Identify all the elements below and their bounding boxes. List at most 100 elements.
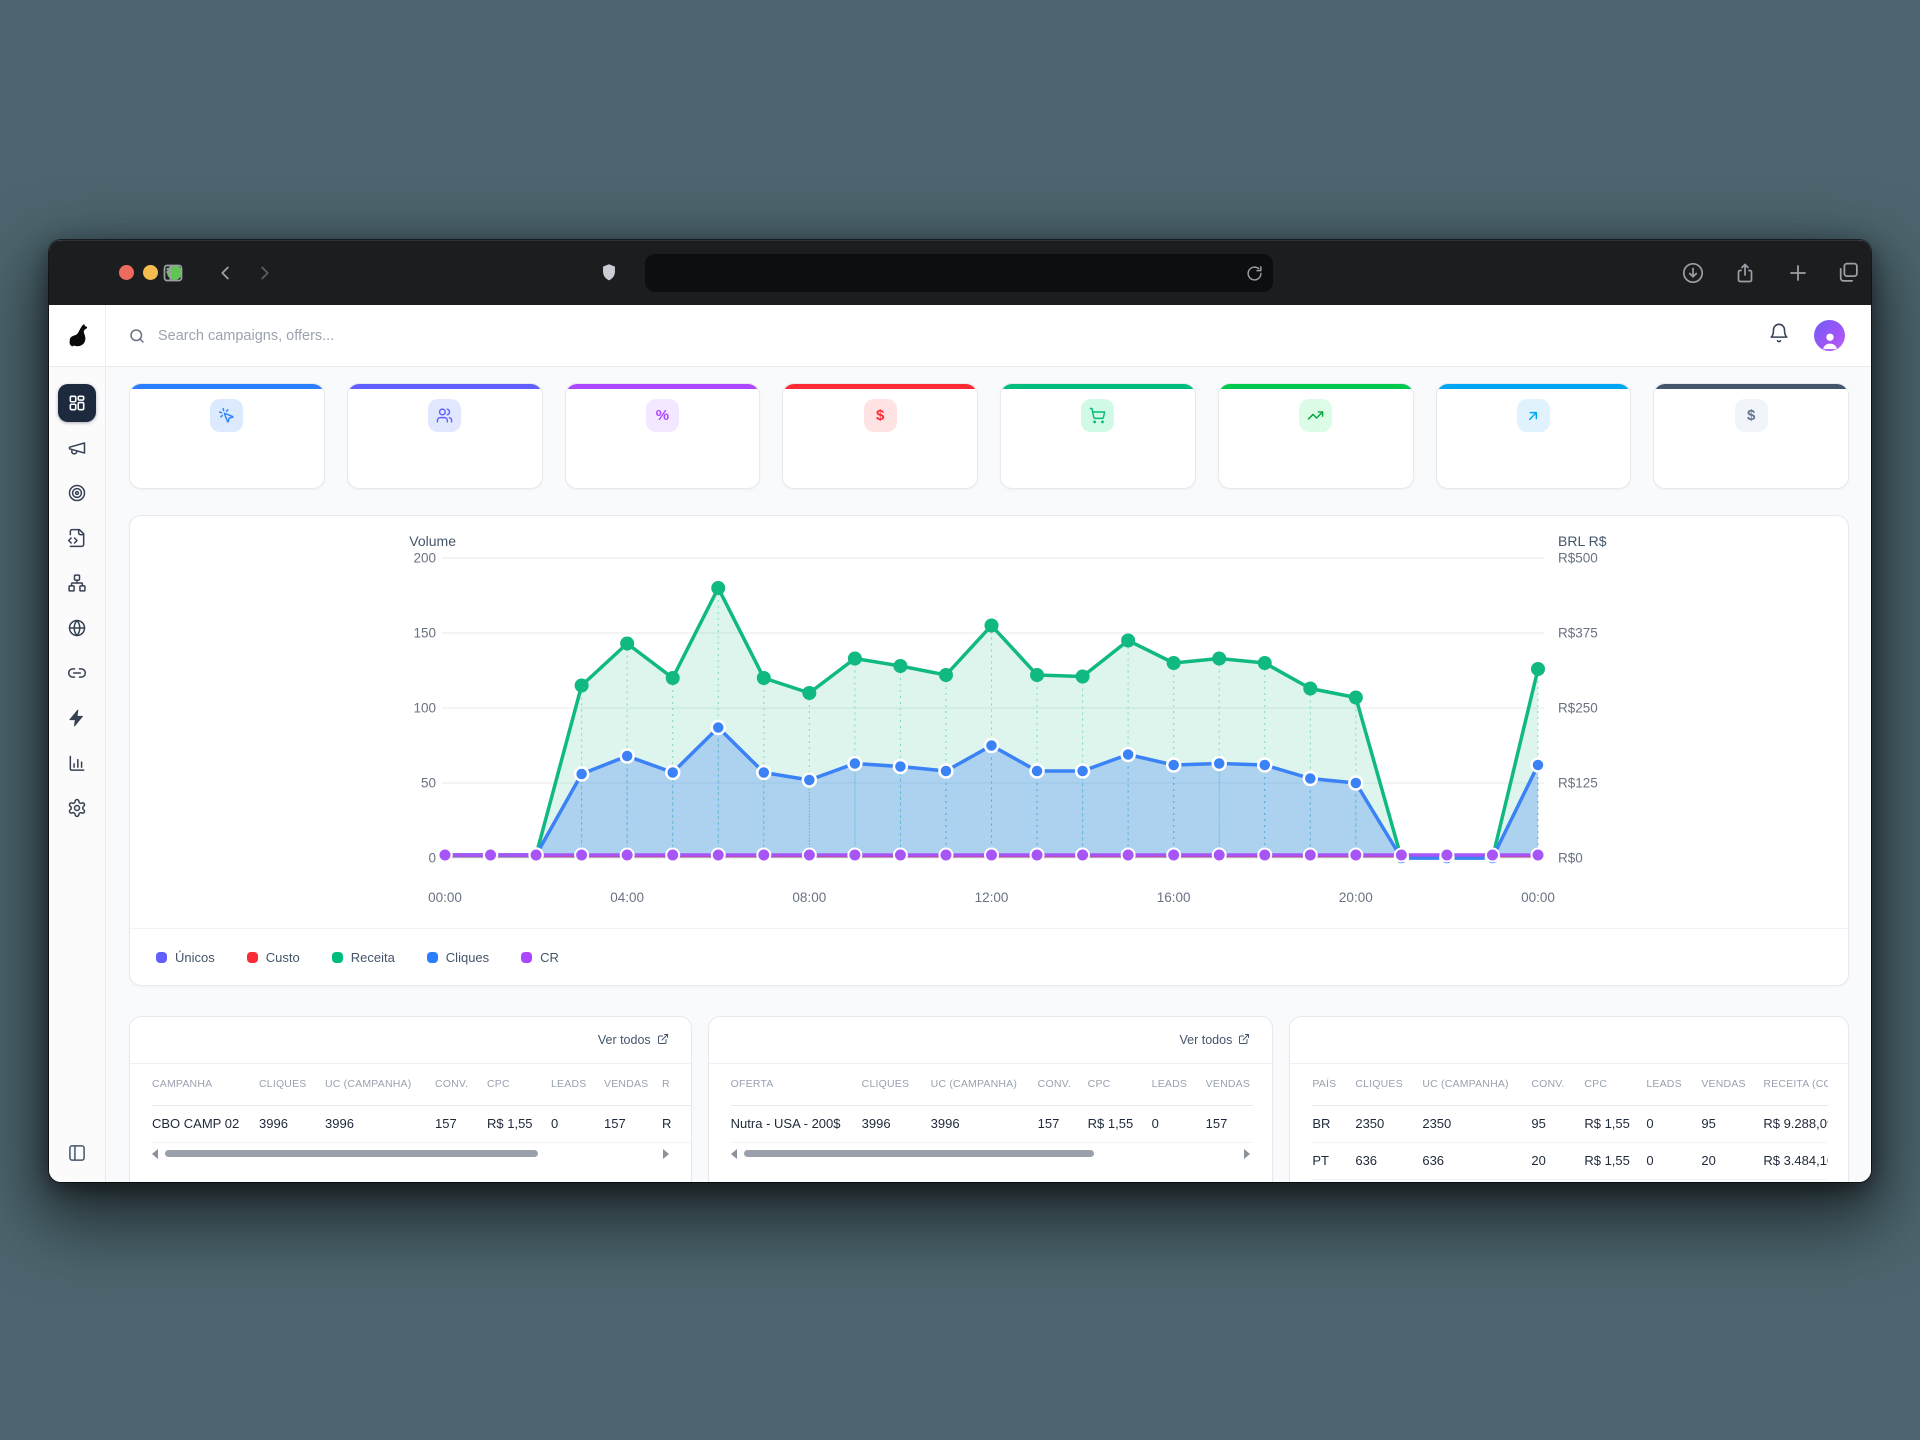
column-header: OFERTA (730, 1064, 862, 1106)
table-card-pais: PAÍS CLIQUES UC (CAMPANHA) CONV. CPC LEADS VEN… (1289, 1016, 1850, 1182)
traffic-chart-card: 0 R$0 50 R$125 100 R$250 150 R$375 200 R$500 Volum… (129, 515, 1849, 986)
browser-toolbar (49, 240, 1871, 305)
sidebar-item-reports[interactable] (58, 744, 96, 782)
view-all-link[interactable]: Ver todos (598, 1033, 669, 1048)
table-cell: R$ 1,55 (1584, 1105, 1647, 1143)
sidebar-toggle-icon[interactable] (161, 240, 185, 305)
legend-item-receita[interactable]: Receita (331, 950, 395, 965)
metric-accent-bar (1001, 384, 1195, 389)
notifications-bell-icon[interactable] (1768, 322, 1790, 349)
reload-icon[interactable] (1246, 265, 1263, 282)
table-cell: 0 (1151, 1105, 1206, 1143)
svg-text:16:00: 16:00 (1157, 890, 1191, 905)
metric-card-receita (1000, 383, 1196, 489)
table-card-campanha: Ver todos CAMPANHA CLIQUES UC (CAMPANHA) CO… (129, 1016, 692, 1182)
close-window-button[interactable] (119, 265, 134, 280)
zap-icon (69, 709, 83, 727)
table-cell: 95 (1701, 1105, 1764, 1143)
column-header: UC (CAMPANHA) (325, 1064, 435, 1106)
legend-item-cr[interactable]: CR (521, 950, 559, 965)
column-header: UC (CAMPANHA) (930, 1064, 1038, 1106)
sidebar-item-links[interactable] (58, 654, 96, 692)
legend-item-cliques[interactable]: Cliques (426, 950, 489, 965)
sidebar-item-flows[interactable] (58, 564, 96, 602)
svg-text:04:00: 04:00 (610, 890, 644, 905)
legend-dot (331, 952, 343, 963)
horizontal-scrollbar[interactable] (130, 1143, 691, 1159)
sidebar-item-domains[interactable] (58, 609, 96, 647)
scroll-left-arrow[interactable] (730, 1148, 737, 1159)
column-header: CPC (1087, 1064, 1152, 1106)
scroll-left-arrow[interactable] (152, 1148, 158, 1159)
table-cell: PT (1312, 1142, 1356, 1180)
app-sidebar (49, 367, 106, 1182)
forward-icon[interactable] (253, 240, 275, 305)
sidebar-item-dashboard[interactable] (58, 384, 96, 422)
time-series-chart: 0 R$0 50 R$125 100 R$250 150 R$375 200 R$500 Volum… (130, 516, 1848, 928)
scroll-right-arrow[interactable] (662, 1148, 669, 1159)
cart-icon (1081, 399, 1115, 432)
horizontal-scrollbar[interactable] (709, 1143, 1273, 1159)
table-cell: Nutra - USA - 200$ (730, 1105, 862, 1143)
svg-text:50: 50 (421, 776, 436, 791)
metric-card-únicos (346, 383, 543, 489)
table-cell: 2350 (1355, 1105, 1423, 1143)
svg-text:200: 200 (413, 551, 436, 566)
new-tab-icon[interactable] (1786, 240, 1810, 305)
legend-item-custo[interactable]: Custo (246, 950, 300, 965)
back-icon[interactable] (215, 240, 237, 305)
arrow-up-right-icon (1516, 399, 1550, 432)
user-avatar[interactable] (1814, 320, 1845, 351)
legend-item-únicos[interactable]: Únicos (156, 950, 215, 965)
sidebar-item-campaigns[interactable] (58, 429, 96, 467)
dollar-icon: $ (1734, 399, 1768, 432)
scrollbar-thumb[interactable] (165, 1150, 538, 1157)
table-row[interactable]: CBO CAMP 02 3996 3996 157 R$ 1,55 0 157 R (152, 1105, 691, 1143)
legend-label: Receita (350, 950, 395, 965)
table-row[interactable]: BR 2350 2350 95 R$ 1,55 0 95 R$ 9.288,09 (1312, 1105, 1829, 1143)
column-header: CONV. (1531, 1064, 1585, 1106)
metric-card-cliques (129, 383, 325, 489)
table-cell: 3996 (325, 1105, 435, 1143)
column-header: VENDAS (1205, 1064, 1253, 1106)
svg-text:R$125: R$125 (1558, 776, 1598, 791)
table-cell: 3996 (259, 1105, 325, 1143)
tab-overview-icon[interactable] (1835, 240, 1860, 305)
sidebar-item-landing-pages[interactable] (58, 519, 96, 557)
table-cell: 0 (1646, 1142, 1702, 1180)
view-all-link[interactable]: Ver todos (1180, 1033, 1251, 1048)
sidebar-item-automation[interactable] (58, 699, 96, 737)
address-bar[interactable] (645, 254, 1273, 292)
svg-text:00:00: 00:00 (428, 890, 462, 905)
legend-dot (246, 952, 258, 963)
minimize-window-button[interactable] (143, 265, 158, 280)
main-content: % $ $ (106, 367, 1871, 1182)
metric-accent-bar (1218, 384, 1413, 389)
dashboard-grid-icon (69, 395, 85, 411)
app-logo[interactable] (49, 304, 106, 367)
table-cell: R$ 9.288,09 (1763, 1105, 1829, 1143)
link-icon (67, 668, 87, 678)
sidebar-collapse-button[interactable] (58, 1134, 96, 1172)
svg-text:R$375: R$375 (1558, 626, 1598, 641)
trending-up-icon (1299, 399, 1333, 432)
downloads-icon[interactable] (1681, 240, 1705, 305)
scrollbar-thumb[interactable] (743, 1150, 1095, 1157)
search-input[interactable] (158, 327, 578, 344)
target-icon (68, 484, 86, 502)
share-icon[interactable] (1733, 240, 1757, 305)
metric-card-roi (1435, 383, 1632, 489)
legend-dot (521, 952, 533, 963)
megaphone-icon (68, 442, 86, 455)
shield-icon[interactable] (598, 240, 620, 305)
table-row[interactable]: PT 636 636 20 R$ 1,55 0 20 R$ 3.484,10 (1312, 1142, 1829, 1180)
sidebar-item-settings[interactable] (58, 789, 96, 827)
sidebar-item-offers[interactable] (58, 474, 96, 512)
table-row[interactable]: Nutra - USA - 200$ 3996 3996 157 R$ 1,55 0 157 (730, 1105, 1253, 1143)
column-header: CONV. (1037, 1064, 1088, 1106)
legend-label: Custo (265, 950, 300, 965)
column-header: LEADS (1646, 1064, 1702, 1106)
svg-text:R$0: R$0 (1558, 851, 1583, 866)
scroll-right-arrow[interactable] (1244, 1148, 1251, 1159)
table-cell: BR (1312, 1105, 1356, 1143)
